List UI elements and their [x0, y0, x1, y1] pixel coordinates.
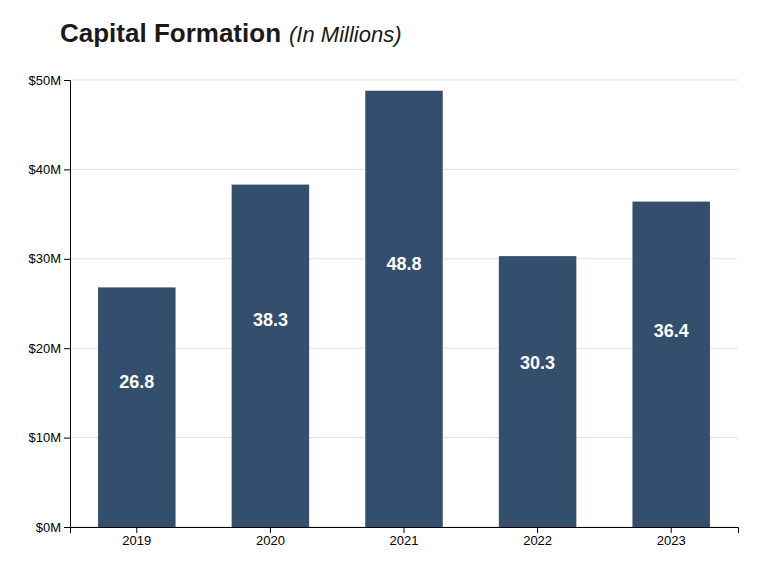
bar [98, 287, 175, 527]
data-label: 48.8 [386, 254, 421, 274]
tick-mark [671, 527, 672, 533]
x-tick: 2019 [122, 527, 151, 548]
tick-mark [64, 527, 70, 528]
x-tick-label: 2021 [390, 533, 419, 548]
data-label: 26.8 [119, 372, 154, 392]
axis-line [71, 528, 739, 534]
bar [499, 256, 576, 527]
tick-mark [64, 169, 70, 170]
x-tick: 2020 [256, 527, 285, 548]
y-tick-label: $30M [28, 251, 61, 266]
chart: $0M$10M$20M$30M$40M$50M20192020202120222… [0, 0, 768, 572]
x-axis: 2019 2020 2021 2022 2023 [71, 527, 739, 548]
bar [232, 185, 309, 527]
y-tick-label: $50M [28, 73, 61, 88]
y-tick: $10M [28, 430, 70, 445]
axis-line [64, 81, 71, 528]
data-labels: 26.8 38.3 48.8 30.3 36.4 [119, 254, 688, 392]
x-tick: 2023 [657, 527, 686, 548]
y-tick-label: $0M [36, 520, 61, 535]
tick-mark [136, 527, 137, 533]
y-tick-label: $10M [28, 430, 61, 445]
bar [632, 202, 709, 527]
x-tick-label: 2020 [256, 533, 285, 548]
tick-mark [404, 527, 405, 533]
x-tick-label: 2023 [657, 533, 686, 548]
y-tick: $30M [28, 251, 70, 266]
y-tick: $20M [28, 341, 70, 356]
y-tick: $40M [28, 162, 70, 177]
x-tick-label: 2019 [122, 533, 151, 548]
grid-line [70, 80, 738, 81]
y-tick: $0M [36, 520, 70, 535]
x-tick-label: 2022 [523, 533, 552, 548]
tick-mark [270, 527, 271, 533]
y-tick-label: $40M [28, 162, 61, 177]
bars [98, 91, 710, 527]
tick-mark [64, 438, 70, 439]
tick-mark [64, 259, 70, 260]
bar [365, 91, 442, 527]
subtitle: (In Millions) [289, 22, 401, 47]
title: Capital Formation [60, 18, 281, 48]
data-label: 36.4 [654, 321, 689, 341]
tick-mark [537, 527, 538, 533]
grid [70, 80, 738, 527]
y-tick-label: $20M [28, 341, 61, 356]
tick-mark [64, 348, 70, 349]
x-tick: 2021 [390, 527, 419, 548]
data-label: 38.3 [253, 310, 288, 330]
y-axis: $0M $10M $20M $30M $40M $50M [28, 73, 70, 535]
tick-mark [64, 80, 70, 81]
data-label: 30.3 [520, 353, 555, 373]
plot: $0M$10M$20M$30M$40M$50M20192020202120222… [28, 73, 738, 549]
y-tick: $50M [28, 73, 70, 88]
x-tick: 2022 [523, 527, 552, 548]
